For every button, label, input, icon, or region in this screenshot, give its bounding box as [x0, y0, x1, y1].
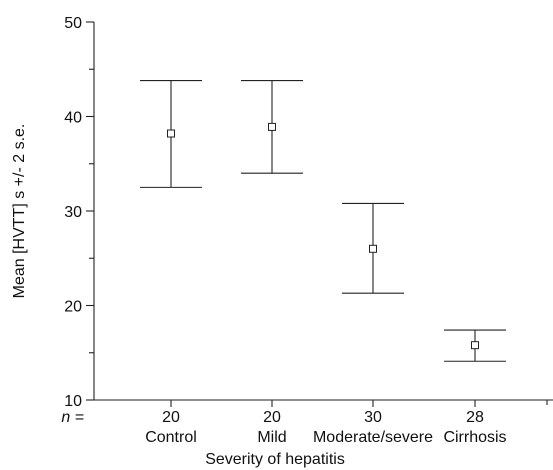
mean-marker [369, 244, 377, 253]
mean-marker [268, 122, 276, 131]
n-value: 28 [466, 409, 484, 426]
x-tick-label: Cirrhosis [443, 429, 506, 446]
y-tick-label: 40 [64, 110, 82, 127]
axes [93, 22, 553, 401]
x-ticks: 20 Control 20 Mild 30 Moderate/severe 28 Cirrho… [145, 400, 548, 446]
n-value: 20 [263, 409, 281, 426]
y-tick-label: 30 [64, 204, 82, 221]
y-axis-label: Mean [HVTT] s +/- 2 s.e. [11, 124, 28, 299]
y-tick-label: 20 [64, 299, 82, 316]
plot-area [140, 80, 506, 362]
n-value: 20 [162, 409, 180, 426]
x-tick-label: Moderate/severe [313, 429, 433, 446]
n-value: 30 [364, 409, 382, 426]
x-tick-label: Mild [257, 429, 286, 446]
y-tick-label: 50 [64, 15, 82, 32]
y-tick-label: 10 [64, 393, 82, 410]
y-ticks: 10 20 30 40 50 [64, 15, 94, 410]
mean-marker [167, 129, 175, 138]
x-axis-label: Severity of hepatitis [205, 451, 345, 468]
n-label: n = [61, 409, 84, 426]
x-tick-label: Control [145, 429, 197, 446]
mean-marker [471, 341, 479, 350]
